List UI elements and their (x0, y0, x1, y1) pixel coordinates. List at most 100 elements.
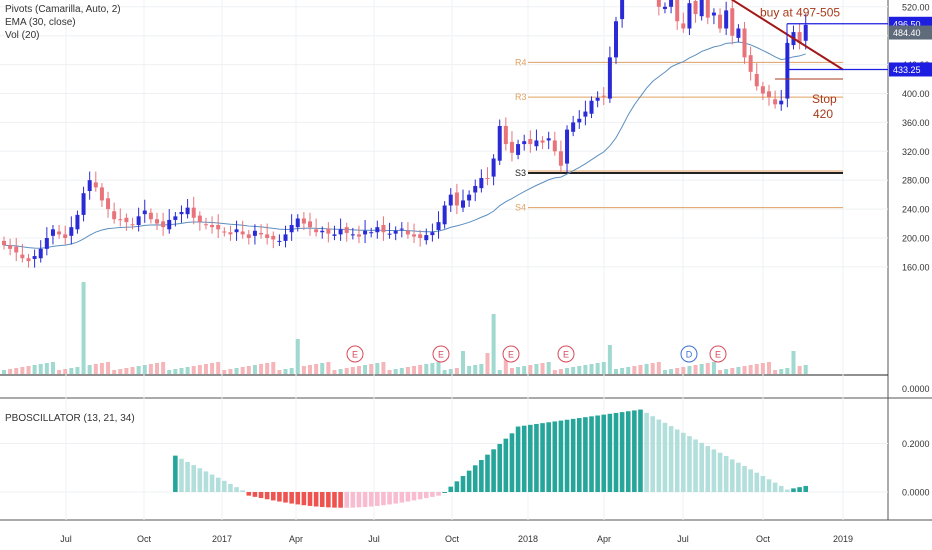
volume-bar (14, 368, 19, 374)
osc-bar (350, 492, 356, 508)
candle-body (620, 0, 625, 20)
event-marker-label: E (715, 350, 721, 360)
volume-bar (675, 368, 680, 374)
volume-bar (8, 369, 13, 374)
stop-annotation-line1: Stop (812, 92, 837, 106)
candle-body (289, 224, 294, 233)
osc-bar (338, 492, 343, 508)
pivot-label-r4: R4 (515, 57, 527, 67)
candle-body (718, 14, 723, 29)
osc-bar (723, 456, 729, 492)
osc-bar (515, 426, 521, 492)
osc-bar (674, 429, 680, 492)
time-tick-label: 2019 (833, 534, 853, 544)
candle-body (497, 126, 502, 161)
candle-body (479, 178, 484, 189)
volume-bar (454, 368, 459, 374)
osc-bar (277, 492, 282, 502)
candle-body (228, 232, 233, 235)
osc-bar (485, 454, 490, 492)
pivot-label-s3: S3 (515, 168, 526, 178)
candle-body (558, 151, 563, 166)
event-marker (557, 345, 575, 363)
volume-bar (210, 363, 215, 374)
volume-bar (785, 368, 790, 374)
candle-body (681, 23, 686, 29)
volume-bar (724, 369, 729, 374)
candle-body (93, 182, 98, 188)
osc-bar (234, 487, 239, 492)
volume-bar (2, 370, 6, 374)
volume-bar (301, 366, 306, 374)
price-badge-bg (889, 25, 932, 40)
volume-bar (779, 369, 784, 374)
osc-bar (375, 492, 380, 506)
candle-body (528, 139, 533, 145)
volume-bar (314, 364, 319, 374)
volume-bar (773, 370, 778, 374)
candle-body (583, 111, 588, 117)
osc-bar (307, 492, 313, 506)
candle-body (295, 218, 300, 228)
candle-body (736, 28, 741, 38)
candle-body (173, 216, 178, 220)
osc-bar (399, 492, 405, 503)
osc-bar (521, 425, 527, 492)
candle-body (155, 219, 159, 224)
volume-bar (644, 364, 649, 374)
candle-body (467, 194, 472, 201)
osc-bar (558, 420, 564, 492)
candle-body (662, 6, 667, 9)
volume-bar (179, 368, 184, 374)
volume-bar (699, 364, 704, 374)
price-badge-label: 484.40 (893, 28, 921, 38)
volume-bar (528, 365, 533, 374)
osc-bar (797, 487, 802, 492)
volume-bar (87, 365, 92, 374)
candle-body (540, 140, 545, 143)
osc-bar (368, 492, 374, 507)
candle-body (418, 234, 423, 238)
volume-bar (681, 367, 686, 374)
osc-bar (497, 443, 503, 492)
osc-tick-label: 0.2000 (902, 439, 930, 449)
volume-bar (620, 368, 625, 374)
osc-bar (436, 492, 441, 496)
candle-body (2, 240, 6, 246)
volume-bar (656, 362, 661, 374)
trend-line (730, 0, 844, 71)
candle-body (326, 228, 331, 234)
osc-bar (240, 490, 245, 492)
candle-body (448, 194, 453, 206)
volume-bar (356, 366, 361, 374)
volume-bar (148, 364, 153, 374)
volume-bar (693, 365, 698, 374)
volume-bar (338, 369, 343, 374)
price-badge-label: 433.25 (893, 65, 921, 75)
time-tick-label: Apr (597, 534, 611, 544)
osc-bar (711, 449, 717, 492)
volume-bar (442, 370, 447, 374)
osc-bar (760, 475, 766, 492)
candle-body (461, 200, 465, 208)
volume-bar (479, 364, 484, 374)
volume-bar (748, 365, 753, 374)
osc-bar (778, 485, 784, 492)
candle-body (63, 234, 68, 238)
osc-bar (650, 416, 656, 492)
osc-bar (479, 459, 484, 492)
osc-bar (460, 475, 466, 492)
osc-bar (528, 424, 533, 492)
candle-body (773, 99, 778, 105)
price-tick-label: 320.00 (902, 147, 930, 157)
volume-bar (467, 366, 472, 374)
volume-bar (252, 365, 257, 374)
stop-annotation-line2: 420 (813, 107, 833, 121)
volume-bar (75, 367, 80, 374)
osc-bar (583, 417, 588, 492)
candle-body (179, 211, 184, 215)
volume-bar (632, 366, 637, 374)
volume-bar (509, 368, 514, 374)
volume-bar (485, 353, 490, 374)
